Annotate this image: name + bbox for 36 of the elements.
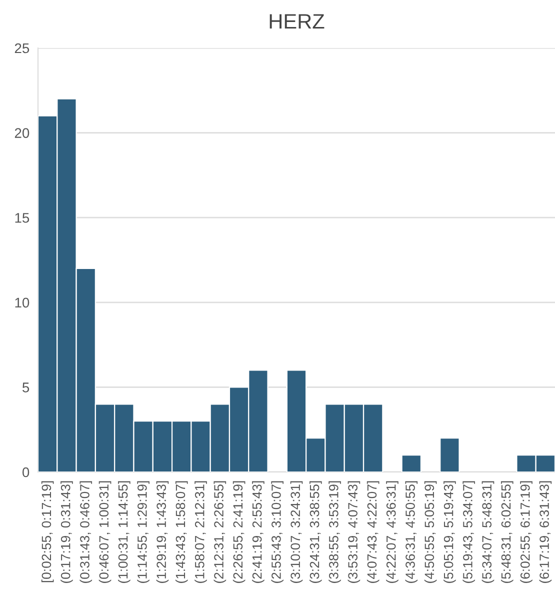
bar: [401, 454, 422, 472]
x-tick-label: (2:12:31, 2:26:55]: [214, 481, 226, 583]
x-tick-label: (5:34:07, 5:48:31]: [482, 481, 494, 583]
x-tick-label: (4:22:07, 4:36:31]: [386, 481, 398, 583]
x-tick-label: (0:17:19, 0:31:43]: [60, 481, 73, 583]
x-tick-label: (5:19:43, 5:34:07]: [462, 481, 475, 583]
chart-title: HERZ: [270, 14, 324, 29]
bar: [440, 438, 460, 472]
y-tick-label: 0: [22, 467, 30, 478]
x-tick-label: (5:05:19, 5:19:43]: [444, 481, 456, 583]
y-tick-label: 10: [15, 298, 30, 308]
x-tick-label: (3:53:19, 4:07:43]: [348, 481, 360, 583]
x-tick-label: (2:26:55, 2:41:19]: [232, 481, 246, 583]
x-tick-label: (4:50:55, 5:05:19]: [424, 481, 437, 583]
x-tick-label: (1:58:07, 2:12:31]: [194, 481, 207, 583]
x-tick-label: (2:55:43, 3:10:07]: [271, 481, 284, 583]
y-tick-label: 15: [15, 213, 30, 223]
x-tick-label: (4:07:43, 4:22:07]: [366, 481, 380, 583]
y-tick-label: 25: [14, 43, 30, 54]
x-tick-label: (4:36:31, 4:50:55]: [405, 481, 418, 583]
x-tick-label: (5:48:31, 6:02:55]: [500, 481, 514, 583]
x-tick-label: (6:02:55, 6:17:19]: [520, 481, 532, 583]
x-tick-label: (1:43:43, 1:58:07]: [175, 481, 188, 583]
x-tick-label: (3:24:31, 3:38:55]: [310, 481, 322, 583]
x-tick-label: (1:00:31, 1:14:55]: [118, 481, 130, 583]
x-tick-label: (0:46:07, 1:00:31]: [98, 481, 112, 583]
x-tick-label: (6:17:19, 6:31:43]: [539, 481, 552, 583]
x-tick-label: (2:41:19, 2:55:43]: [252, 481, 264, 583]
x-tick-label: (1:14:55, 1:29:19]: [137, 481, 150, 583]
x-tick-label: (0:31:43, 0:46:07]: [80, 481, 92, 583]
x-tick-label: (1:29:19, 1:43:43]: [156, 481, 169, 583]
x-tick-label: (3:10:07, 3:24:31]: [290, 481, 303, 583]
y-tick-label: 20: [14, 128, 30, 138]
x-tick-label: (3:38:55, 3:53:19]: [328, 481, 341, 583]
x-tick-label: [0:02:55, 0:17:19]: [41, 481, 54, 582]
y-tick-label: 5: [22, 382, 30, 392]
